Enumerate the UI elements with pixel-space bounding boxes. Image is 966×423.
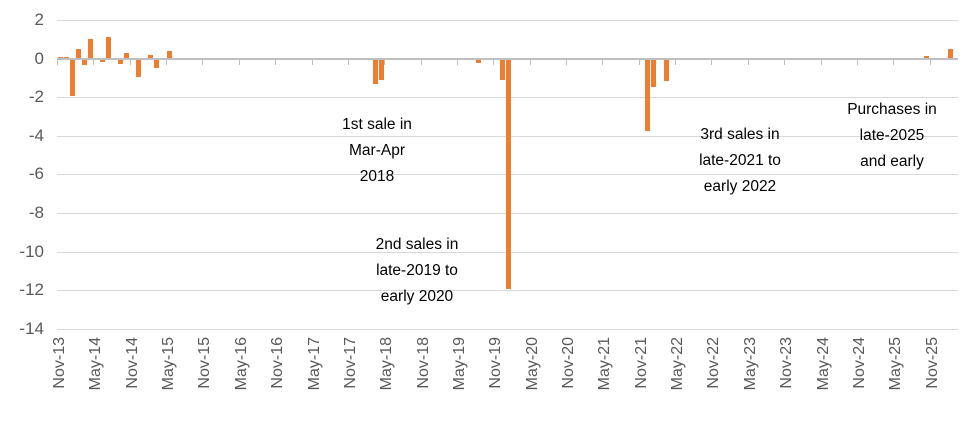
x-axis-tick <box>929 59 931 65</box>
x-axis-tick-label: May-22 <box>669 337 687 391</box>
x-axis-tick <box>493 59 495 65</box>
x-axis-tick <box>602 59 604 65</box>
gridline <box>57 328 958 330</box>
data-bar <box>118 59 124 65</box>
y-axis-tick-label: -12 <box>19 280 44 300</box>
data-bar <box>99 59 105 63</box>
x-axis-tick-label: Nov-23 <box>778 337 796 389</box>
data-bar <box>924 55 930 59</box>
x-axis-tick <box>384 59 386 65</box>
x-axis-tick <box>238 59 240 65</box>
data-bar <box>69 59 75 97</box>
data-bar <box>499 59 505 80</box>
data-bar <box>948 48 954 59</box>
x-axis-tick <box>202 59 204 65</box>
x-axis-tick-label: Nov-24 <box>850 337 868 389</box>
x-axis-tick-label: Nov-16 <box>269 337 287 389</box>
x-axis-tick-label: May-20 <box>523 337 541 391</box>
data-bar <box>475 59 481 64</box>
x-axis-tick-label: Nov-22 <box>705 337 723 389</box>
y-axis-tick-label: -8 <box>28 202 44 222</box>
x-axis-tick <box>166 59 168 65</box>
chart-annotation: Purchases in late-2025 and early <box>847 101 937 170</box>
x-axis-tick-label: May-23 <box>741 337 759 391</box>
x-axis-tick <box>57 59 58 65</box>
data-bar <box>81 59 87 66</box>
x-axis-tick <box>675 59 677 65</box>
x-axis-tick <box>566 59 568 65</box>
data-bar <box>148 54 154 59</box>
gridline <box>57 290 958 292</box>
x-axis-line <box>57 57 958 60</box>
x-axis-tick-label: May-25 <box>887 337 905 391</box>
x-axis-tick <box>420 59 422 65</box>
x-axis-tick <box>856 59 858 65</box>
chart-annotation: 3rd sales in late-2021 to early 2022 <box>699 126 781 195</box>
x-axis-tick-label: Nov-21 <box>632 337 650 389</box>
y-axis-tick-label: 0 <box>34 48 44 68</box>
x-axis-tick-label: May-15 <box>160 337 178 391</box>
data-bar <box>63 56 69 59</box>
data-bar <box>154 59 160 69</box>
x-axis-tick <box>638 59 640 65</box>
chart-annotation: 2nd sales in late-2019 to early 2020 <box>375 236 459 305</box>
data-bar <box>75 48 81 59</box>
y-axis-tick-label: 2 <box>34 9 44 29</box>
x-axis-tick-label: Nov-17 <box>341 337 359 389</box>
x-axis-tick-label: May-19 <box>450 337 468 391</box>
data-bar <box>136 59 142 77</box>
chart-annotation: 1st sale in Mar-Apr 2018 <box>342 116 412 185</box>
x-axis-tick-label: Nov-25 <box>923 337 941 389</box>
data-bar <box>57 56 63 59</box>
data-bar <box>166 50 172 59</box>
data-bar <box>378 59 384 80</box>
x-axis-tick <box>129 59 131 65</box>
x-axis-tick <box>893 59 895 65</box>
x-axis-tick-label: May-14 <box>87 337 105 391</box>
x-axis-tick <box>275 59 277 65</box>
x-axis-tick <box>311 59 313 65</box>
x-axis-tick <box>347 59 349 65</box>
y-axis-tick-label: -14 <box>19 318 44 338</box>
x-axis-tick-label: Nov-13 <box>51 337 68 389</box>
data-bar <box>87 39 93 59</box>
data-bar <box>505 59 511 290</box>
x-axis-tick-label: May-18 <box>378 337 396 391</box>
y-axis-tick-label: -4 <box>28 125 44 145</box>
x-axis-tick-label: Nov-18 <box>414 337 432 389</box>
x-axis-tick-label: May-17 <box>305 337 323 391</box>
data-bar <box>663 59 669 81</box>
data-bar <box>372 59 378 84</box>
x-axis-tick-label: Nov-15 <box>196 337 214 389</box>
x-axis-tick-label: Nov-14 <box>123 337 141 389</box>
x-axis-tick <box>711 59 713 65</box>
data-bar <box>105 37 111 59</box>
x-axis-tick-label: May-21 <box>596 337 614 391</box>
data-bar <box>651 59 657 87</box>
x-axis-tick-label: Nov-19 <box>487 337 505 389</box>
x-axis-tick <box>820 59 822 65</box>
data-bar <box>645 59 651 131</box>
x-axis-tick-label: May-24 <box>814 337 832 391</box>
gridline <box>57 19 958 21</box>
x-axis-tick <box>529 59 531 65</box>
data-bar <box>124 52 130 59</box>
x-axis-tick <box>456 59 458 65</box>
x-axis-tick-label: Nov-20 <box>560 337 578 389</box>
x-axis-tick-label: May-16 <box>232 337 250 391</box>
y-axis-tick-label: -2 <box>28 87 44 107</box>
y-axis-tick-label: -6 <box>28 164 44 184</box>
x-axis-tick <box>747 59 749 65</box>
x-axis-tick <box>784 59 786 65</box>
y-axis-tick-label: -10 <box>19 241 44 261</box>
x-axis-tick <box>93 59 95 65</box>
